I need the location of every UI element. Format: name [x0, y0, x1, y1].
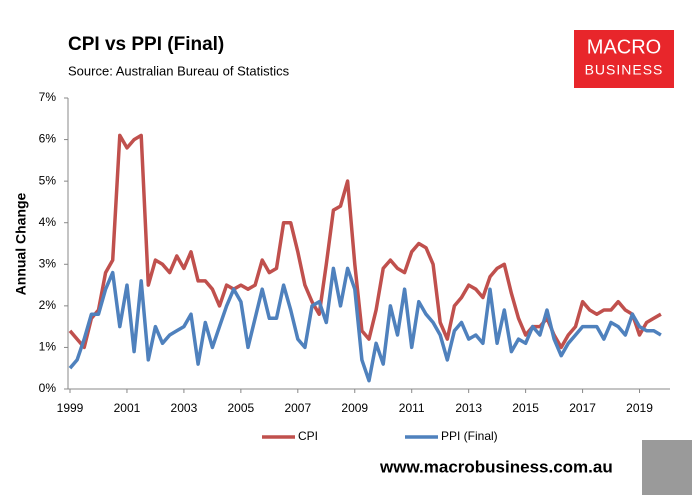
y-tick-label: 4% — [39, 215, 57, 229]
x-tick-label: 2001 — [114, 401, 141, 415]
x-tick-label: 2009 — [341, 401, 368, 415]
logo-text: MACRO — [587, 36, 661, 58]
footer: www.macrobusiness.com.au — [379, 457, 613, 476]
x-tick-label: 2019 — [626, 401, 653, 415]
y-tick-label: 3% — [39, 256, 57, 270]
y-tick-label: 7% — [39, 90, 57, 104]
y-tick-label: 0% — [39, 381, 57, 395]
x-tick-label: 2015 — [512, 401, 539, 415]
y-axis-label: Annual Change — [13, 192, 29, 295]
wolf-icon — [642, 440, 692, 495]
x-tick-label: 2017 — [569, 401, 596, 415]
y-tick-label: 1% — [39, 340, 57, 354]
x-tick-label: 2013 — [455, 401, 482, 415]
legend-label: PPI (Final) — [441, 429, 498, 443]
series-line — [68, 266, 662, 383]
x-tick-label: 2003 — [171, 401, 198, 415]
x-tick-label: 2007 — [284, 401, 311, 415]
logo-box — [574, 30, 674, 88]
y-tick-label: 6% — [39, 132, 57, 146]
x-tick-label: 2005 — [228, 401, 255, 415]
series-line — [68, 133, 662, 350]
chart-subtitle: Source: Australian Bureau of Statistics — [68, 63, 290, 78]
x-tick-label: 1999 — [57, 401, 84, 415]
chart-title: CPI vs PPI (Final) — [68, 34, 224, 55]
legend-label: CPI — [298, 429, 318, 443]
y-tick-label: 5% — [39, 173, 57, 187]
logo-text: BUSINESS — [585, 62, 664, 78]
x-tick-label: 2011 — [399, 401, 425, 415]
y-tick-label: 2% — [39, 298, 57, 312]
